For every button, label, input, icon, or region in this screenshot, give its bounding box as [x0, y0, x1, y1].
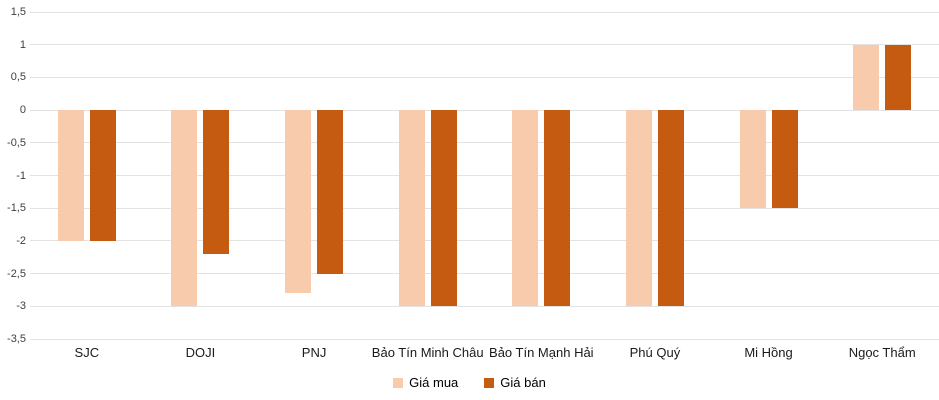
gridline [30, 175, 939, 176]
bar-series0-cat4 [512, 110, 539, 307]
gridline [30, 273, 939, 275]
bar-series0-cat0 [57, 110, 84, 241]
x-category-label: Bảo Tín Mạnh Hải [489, 345, 594, 360]
bar-series1-cat4 [544, 110, 571, 307]
x-category-label: SJC [74, 345, 100, 360]
gridline [30, 240, 939, 242]
y-tick-label: -0,5 [7, 136, 26, 149]
legend-item: Giá mua [393, 375, 458, 390]
gridline [30, 44, 939, 46]
gridline [30, 338, 939, 340]
x-category-label: Phú Quý [629, 345, 681, 360]
gridline [30, 109, 939, 111]
legend-item: Giá bán [484, 375, 546, 390]
gridline [30, 142, 939, 144]
y-tick-label: -2,5 [7, 267, 26, 280]
x-category-label: DOJI [185, 345, 216, 360]
gridline [30, 11, 939, 13]
x-category-label: Mi Hồng [744, 345, 793, 360]
bar-series0-cat1 [171, 110, 198, 307]
bar-series0-cat5 [625, 110, 652, 307]
x-category-label: Bảo Tín Minh Châu [371, 345, 484, 360]
bar-series1-cat1 [203, 110, 230, 254]
y-tick-label: -1 [16, 169, 26, 182]
y-tick-label: -2 [16, 234, 26, 247]
legend-swatch-icon [484, 377, 495, 388]
gridline [30, 207, 939, 209]
bar-series0-cat6 [739, 110, 766, 209]
bar-series1-cat6 [771, 110, 798, 209]
bar-series1-cat0 [89, 110, 116, 241]
y-tick-label: 0 [19, 104, 26, 117]
y-tick-label: 0,5 [10, 71, 26, 84]
legend-label: Giá mua [409, 375, 459, 390]
y-tick-label: 1,5 [10, 6, 26, 18]
legend-swatch-icon [393, 377, 404, 388]
y-tick-label: 1 [19, 38, 26, 51]
legend-label: Giá bán [500, 375, 546, 390]
y-tick-label: -3,5 [7, 333, 26, 345]
bar-series1-cat7 [885, 44, 912, 111]
legend: Giá mua Giá bán [0, 375, 939, 390]
bar-series1-cat3 [430, 110, 457, 307]
y-tick-label: -3 [16, 300, 26, 313]
bar-series0-cat7 [853, 44, 880, 111]
y-tick-label: -1,5 [7, 202, 26, 215]
bar-series1-cat2 [317, 110, 344, 274]
bar-series0-cat3 [398, 110, 425, 307]
x-category-label: PNJ [301, 345, 327, 360]
gridline [30, 76, 939, 78]
x-category-label: Ngọc Thẩm [848, 345, 916, 360]
bar-series1-cat5 [657, 110, 684, 307]
bar-series0-cat2 [285, 110, 312, 294]
gridline [30, 305, 939, 307]
